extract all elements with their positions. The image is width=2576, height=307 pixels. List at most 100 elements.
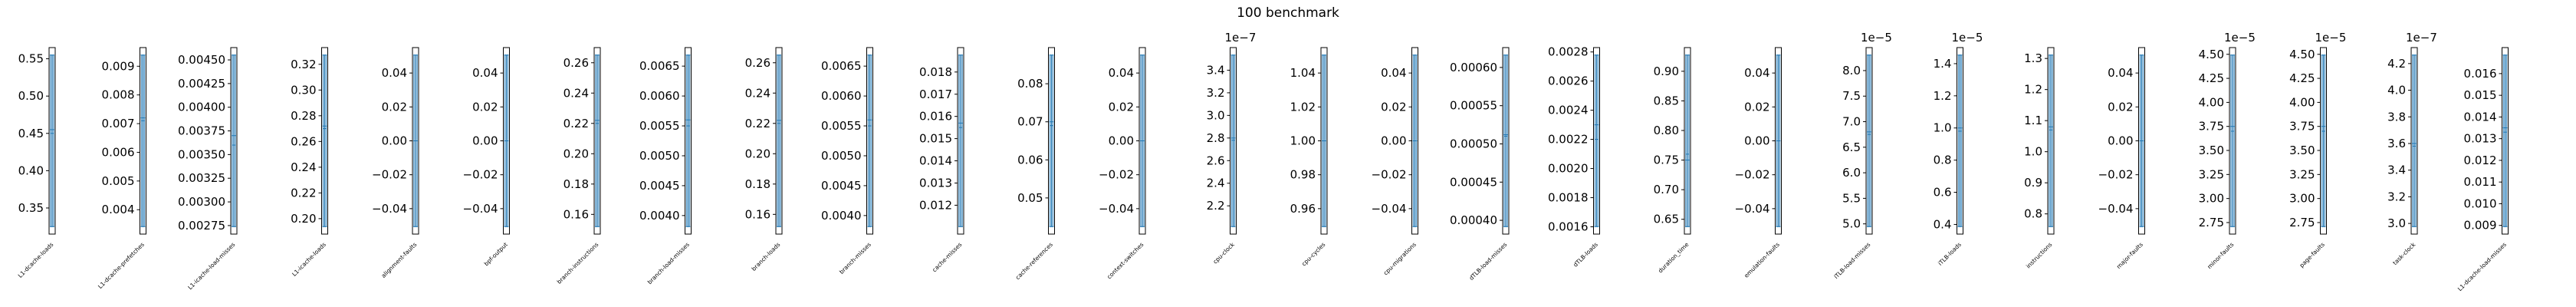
chart-title: 100 benchmark bbox=[1237, 5, 1339, 21]
panel-frame bbox=[321, 47, 328, 235]
y-tick-label: 0.04 bbox=[472, 66, 498, 80]
y-tick-label: 3.00 bbox=[2289, 192, 2315, 206]
panel-17: 0.0016 0.0018 0.0020 0.0022 0.0024 0.0026 0.00… bbox=[1548, 45, 1600, 269]
y-tick-label: 1.4 bbox=[1934, 57, 1952, 71]
y-tick-label: 0.24 bbox=[745, 86, 770, 100]
y-tick-label: 0.24 bbox=[564, 86, 589, 100]
y-tick-label: 0.80 bbox=[1654, 124, 1679, 137]
panel-16: 0.00040 0.00045 0.00050 0.00055 0.00060 dTLB-… bbox=[1450, 47, 1510, 282]
y-tick-label: 0.0018 bbox=[1548, 191, 1589, 205]
panel-6: 0.16 0.18 0.20 0.22 0.24 0.26 branch-instructi… bbox=[556, 47, 601, 286]
y-tick-label: 0.18 bbox=[745, 177, 770, 191]
y-tick-label: 0.30 bbox=[291, 83, 316, 97]
y-tick-label: 3.50 bbox=[2289, 144, 2315, 157]
y-tick-label: 0.00 bbox=[1744, 134, 1769, 148]
y-tick-label: 3.4 bbox=[2387, 163, 2406, 177]
y-tick-label: 2.4 bbox=[1207, 177, 1225, 190]
panel-frame bbox=[2320, 47, 2327, 235]
y-tick-label: 0.08 bbox=[1017, 77, 1043, 91]
y-tick-label: 0.18 bbox=[564, 177, 589, 191]
y-tick-label: 0.24 bbox=[291, 160, 316, 174]
y-tick-label: 4.00 bbox=[2199, 95, 2224, 109]
y-tick-label: −0.04 bbox=[1372, 202, 1407, 216]
y-tick-label: 0.50 bbox=[18, 89, 44, 103]
y-tick-label: 0.0060 bbox=[821, 89, 862, 103]
x-category-label: cache-misses bbox=[931, 241, 963, 273]
x-category-label: iTLB-load-misses bbox=[1832, 241, 1871, 280]
y-tick-label: 0.32 bbox=[291, 58, 316, 71]
y-tick-label: 0.26 bbox=[745, 56, 770, 70]
y-tick-label: 1.04 bbox=[1290, 66, 1316, 80]
panel-27: 0.010 0.011 0.012 0.013 0.014 0.015 0.016 0.009… bbox=[2456, 47, 2509, 292]
y-tick-label: 0.0040 bbox=[639, 209, 680, 223]
x-category-label: context-switches bbox=[1106, 241, 1145, 280]
panel-frame bbox=[2502, 47, 2509, 235]
axis-multiplier: 1e−5 bbox=[2315, 31, 2347, 45]
y-tick-label: 5.0 bbox=[1842, 217, 1861, 231]
y-tick-label: −0.04 bbox=[1735, 202, 1770, 216]
panel-11: 0.05 0.06 0.07 0.08 cache-references bbox=[1014, 47, 1055, 281]
axis-multiplier: 1e−7 bbox=[2406, 31, 2437, 45]
y-tick-label: 0.00350 bbox=[178, 147, 225, 161]
y-tick-label: 0.28 bbox=[291, 109, 316, 123]
panel-frame bbox=[1865, 47, 1873, 235]
y-tick-label: 3.25 bbox=[2199, 167, 2224, 181]
panels-group: 0.350.400.450.500.55L1-dcache-loads0.004… bbox=[17, 31, 2509, 292]
axis-multiplier: 1e−5 bbox=[1861, 31, 1892, 45]
x-category-label: dTLB-load-misses bbox=[1467, 241, 1508, 282]
y-tick-label: 1.2 bbox=[2024, 83, 2042, 97]
y-tick-label: 0.010 bbox=[2464, 196, 2497, 210]
panel-4: −0.04 −0.02 0.00 0.02 0.04 alignment-faults bbox=[372, 47, 419, 279]
y-tick-label: 3.2 bbox=[1207, 86, 1225, 100]
y-tick-label: 0.00425 bbox=[178, 77, 225, 91]
y-tick-label: 0.9 bbox=[2024, 176, 2042, 190]
y-tick-label: 0.04 bbox=[1381, 66, 1406, 80]
y-tick-label: 0.00 bbox=[2108, 134, 2133, 148]
y-tick-label: 0.015 bbox=[919, 132, 952, 146]
y-tick-label: 0.005 bbox=[102, 174, 135, 188]
y-tick-label: −0.02 bbox=[1372, 168, 1407, 182]
x-category-label: branch-load-misses bbox=[646, 241, 691, 286]
y-tick-label: 4.50 bbox=[2289, 48, 2315, 61]
panel-frame bbox=[685, 47, 692, 235]
x-category-label: cpu-clock bbox=[1211, 241, 1236, 266]
y-tick-label: 0.96 bbox=[1290, 202, 1316, 216]
y-tick-label: 0.00040 bbox=[1450, 213, 1497, 227]
y-tick-label: 0.04 bbox=[1109, 66, 1134, 80]
y-tick-label: 0.20 bbox=[291, 212, 316, 226]
x-category-label: major-faults bbox=[2115, 241, 2144, 270]
y-tick-label: 0.013 bbox=[919, 176, 952, 190]
x-category-label: task-clock bbox=[2391, 241, 2417, 267]
y-tick-label: 0.05 bbox=[1017, 191, 1043, 205]
y-tick-label: 0.75 bbox=[1654, 154, 1679, 167]
y-tick-label: 0.0045 bbox=[821, 179, 862, 193]
y-tick-label: 0.00 bbox=[472, 134, 498, 148]
y-tick-label: −0.02 bbox=[1099, 168, 1134, 182]
y-tick-label: 0.00060 bbox=[1450, 61, 1497, 74]
axis-multiplier: 1e−5 bbox=[1952, 31, 1983, 45]
y-tick-label: 0.015 bbox=[2464, 88, 2497, 102]
y-tick-label: 0.0040 bbox=[821, 209, 862, 223]
y-tick-label: 0.20 bbox=[564, 147, 589, 160]
y-tick-label: 0.06 bbox=[1017, 153, 1043, 167]
y-tick-label: 0.018 bbox=[919, 65, 952, 79]
x-category-label: minor-faults bbox=[2206, 241, 2235, 270]
y-tick-label: 0.16 bbox=[745, 207, 770, 221]
y-tick-label: 0.35 bbox=[18, 201, 44, 215]
y-tick-label: 0.40 bbox=[18, 163, 44, 177]
x-category-label: branch-instructions bbox=[556, 241, 600, 286]
panel-15: −0.04 −0.02 0.00 0.02 0.04 cpu-migrations bbox=[1372, 47, 1418, 276]
y-tick-label: 0.26 bbox=[564, 56, 589, 70]
y-tick-label: 0.0024 bbox=[1548, 104, 1589, 117]
x-category-label: page-faults bbox=[2298, 241, 2326, 269]
y-tick-label: 0.85 bbox=[1654, 94, 1679, 107]
y-tick-label: 0.04 bbox=[2108, 66, 2133, 80]
panel-10: 0.012 0.013 0.014 0.015 0.016 0.017 0.018 cache… bbox=[919, 47, 964, 273]
panel-3: 0.20 0.22 0.24 0.26 0.28 0.30 0.32 L1-icache-lo… bbox=[291, 47, 328, 278]
y-tick-label: −0.02 bbox=[372, 168, 407, 182]
y-tick-label: 0.02 bbox=[472, 100, 498, 114]
panel-frame bbox=[1957, 47, 1963, 235]
y-tick-label: 0.26 bbox=[291, 134, 316, 148]
